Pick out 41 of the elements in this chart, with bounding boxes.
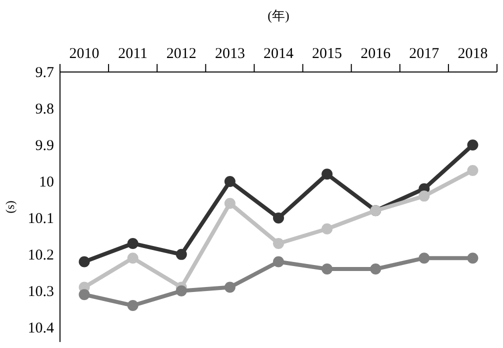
point: [467, 139, 478, 150]
point: [224, 198, 236, 209]
point: [176, 285, 187, 296]
y-axis-title: (s): [3, 200, 17, 214]
x-axis-title: (年): [268, 8, 290, 23]
point: [176, 248, 187, 260]
x-tick-label: 2011: [118, 46, 148, 62]
point: [224, 176, 236, 187]
point: [127, 252, 138, 264]
point: [467, 252, 478, 264]
y-tick-label: 9.8: [35, 101, 54, 118]
point: [370, 264, 382, 275]
y-tick-label: 10.4: [28, 320, 54, 336]
point: [224, 282, 236, 293]
point: [78, 289, 90, 300]
point: [273, 256, 284, 268]
x-tick-label: 2015: [312, 46, 342, 62]
x-tick-label: 2016: [360, 46, 392, 62]
point: [273, 238, 284, 249]
point: [127, 238, 138, 249]
y-tick-label: 10: [39, 174, 54, 190]
x-tick-label: 2018: [458, 46, 488, 62]
point: [78, 256, 90, 268]
point: [467, 165, 478, 176]
x-tick-label: 2017: [409, 46, 440, 62]
point: [418, 252, 430, 264]
y-tick-label: 9.9: [35, 138, 54, 154]
x-tick-label: 2012: [166, 46, 196, 62]
point: [322, 223, 333, 234]
point: [322, 264, 333, 275]
point: [322, 168, 333, 180]
y-tick-label: 10.3: [28, 284, 54, 300]
point: [273, 212, 284, 224]
y-tick-label: 9.7: [35, 65, 54, 81]
y-tick-label: 10.1: [28, 210, 54, 227]
point: [127, 300, 138, 312]
x-tick-label: 2010: [69, 46, 100, 62]
point: [418, 190, 430, 202]
x-tick-label: 2014: [264, 46, 294, 62]
x-tick-label: 2013: [214, 46, 245, 62]
y-tick-label: 10.2: [28, 247, 54, 264]
